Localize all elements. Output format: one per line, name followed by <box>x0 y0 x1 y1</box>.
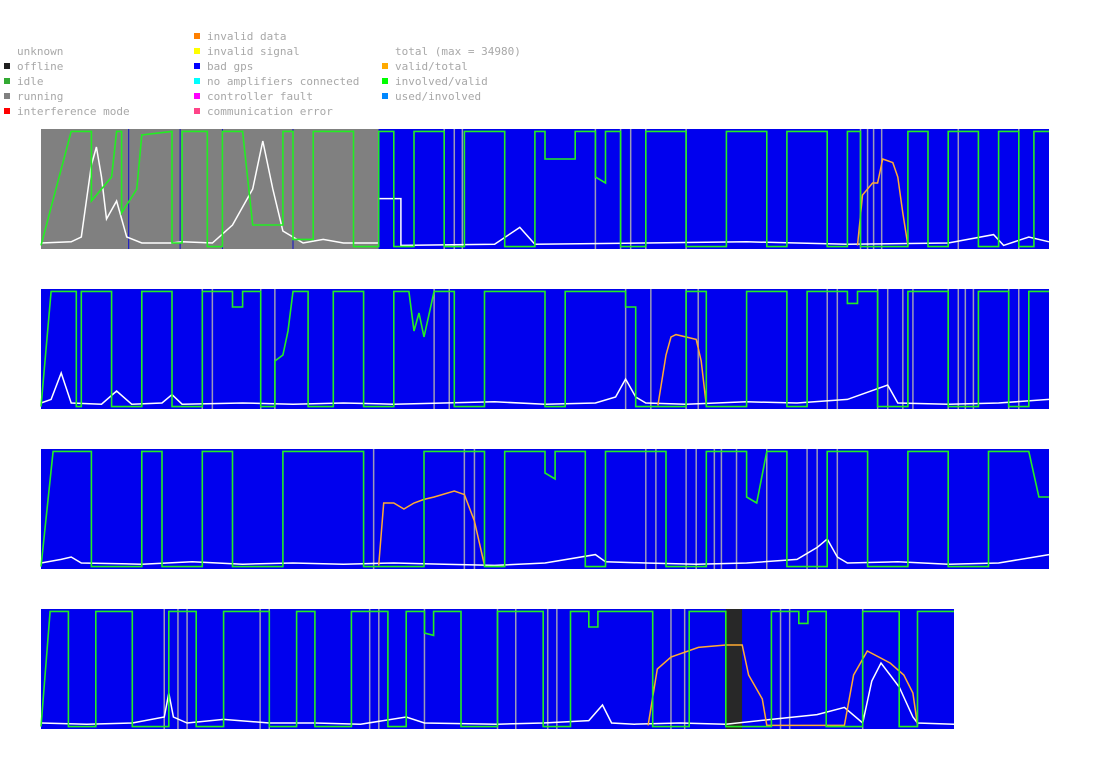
status-segment-bad-gps <box>378 129 1049 249</box>
legend-status-running: running <box>4 90 63 103</box>
legend-status-idle: idle <box>4 75 44 88</box>
legend-series-valid-total: valid/total <box>382 60 468 73</box>
legend-series-total: total (max = 34980) <box>395 45 521 58</box>
swatch-interference <box>4 108 10 114</box>
series-total-line <box>40 537 1050 567</box>
legend-error-communication: communication error <box>194 105 333 118</box>
series-valid-total-line <box>856 158 909 246</box>
legend: unknown offline idle running interferenc… <box>0 0 1095 125</box>
swatch-offline <box>4 63 10 69</box>
legend-error-invalid-data: invalid data <box>194 30 286 43</box>
legend-error-controller-fault: controller fault <box>194 90 313 103</box>
swatch-running <box>4 93 10 99</box>
series-valid-total-line <box>647 644 919 727</box>
swatch-valid-total <box>382 63 388 69</box>
swatch-bad-gps <box>194 63 200 69</box>
series-valid-total-line <box>657 333 708 406</box>
legend-error-invalid-signal: invalid signal <box>194 45 300 58</box>
series-total-line <box>40 661 955 725</box>
plot-row-4 <box>40 609 955 729</box>
series-involved-valid-line <box>40 610 954 728</box>
swatch-communication-error <box>194 108 200 114</box>
swatch-invalid-signal <box>194 48 200 54</box>
plot-row-3 <box>40 449 1050 569</box>
legend-series-involved-valid: involved/valid <box>382 75 488 88</box>
legend-series-used-involved: used/involved <box>382 90 481 103</box>
legend-error-bad-gps: bad gps <box>194 60 253 73</box>
series-involved-valid-line <box>40 290 1049 408</box>
swatch-involved-valid <box>382 78 388 84</box>
legend-status-offline: offline <box>4 60 63 73</box>
series-involved-valid-line <box>40 130 1049 248</box>
legend-error-no-amplifiers: no amplifiers connected <box>194 75 359 88</box>
swatch-invalid-data <box>194 33 200 39</box>
series-total-line <box>40 140 1050 247</box>
legend-status-unknown: unknown <box>17 45 64 58</box>
series-total-line <box>40 370 1050 405</box>
status-segment-offline <box>725 609 743 729</box>
swatch-no-amplifiers <box>194 78 200 84</box>
status-segment-bad-gps <box>41 609 726 729</box>
swatch-used-involved <box>382 93 388 99</box>
plot-row-1 <box>40 129 1050 249</box>
legend-status-interference: interference mode <box>4 105 130 118</box>
plot-row-2 <box>40 289 1050 409</box>
series-involved-valid-line <box>40 450 1049 568</box>
swatch-idle <box>4 78 10 84</box>
swatch-controller-fault <box>194 93 200 99</box>
